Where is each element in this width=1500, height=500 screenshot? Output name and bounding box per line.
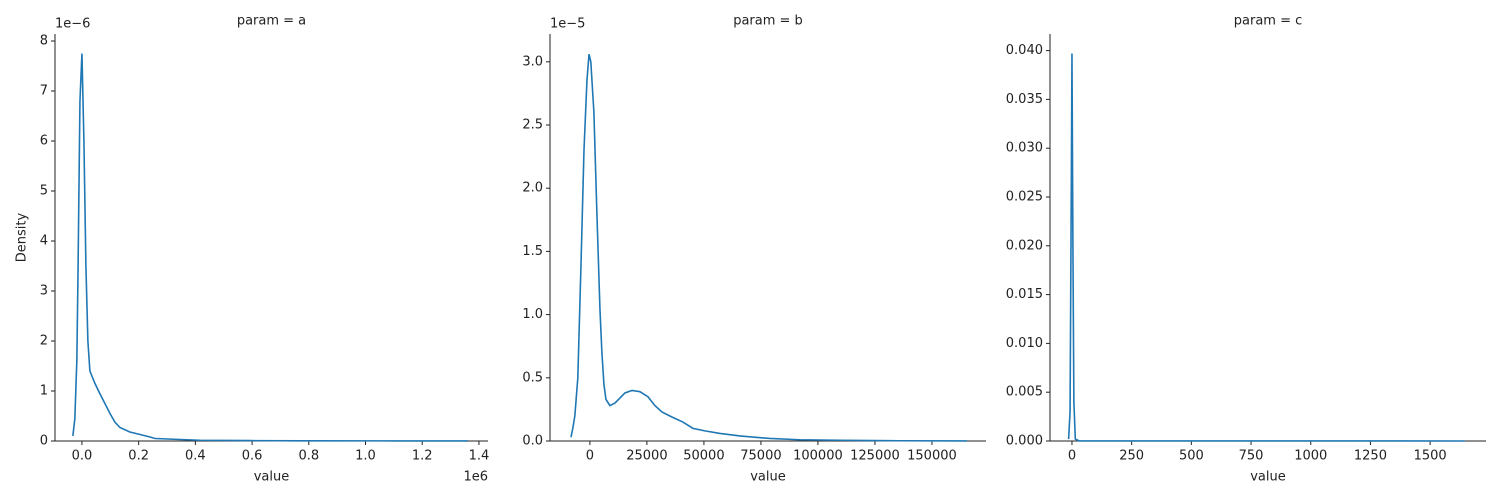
y-offset-label: 1e−6 <box>55 17 90 32</box>
y-tick-label: 0.020 <box>1006 238 1043 253</box>
density-line <box>1067 53 1465 442</box>
y-tick-label: 0.0 <box>522 434 543 449</box>
x-tick-label: 0 <box>586 449 594 464</box>
y-tick-label: 2.0 <box>522 181 543 196</box>
y-tick-label: 1.0 <box>522 307 543 322</box>
x-tick-label: 1250 <box>1354 449 1387 464</box>
y-tick-label: 0.035 <box>1006 92 1043 107</box>
y-tick-label: 0.025 <box>1006 189 1043 204</box>
x-tick-label: 50000 <box>683 449 724 464</box>
x-tick-label: 1.2 <box>412 449 433 464</box>
y-tick-label: 2.5 <box>522 118 543 133</box>
x-tick-label: 75000 <box>740 449 781 464</box>
x-tick-label: 1000 <box>1294 449 1327 464</box>
x-tick-label: 125000 <box>850 449 900 464</box>
panel-title: param = b <box>733 14 803 29</box>
y-axis-label: Density <box>15 212 30 262</box>
y-tick-label: 0.040 <box>1006 43 1043 58</box>
y-tick-label: 0.000 <box>1006 434 1043 449</box>
x-tick-label: 100000 <box>793 449 843 464</box>
y-tick-label: 1.5 <box>522 244 543 259</box>
panel-title: param = c <box>1234 14 1303 29</box>
y-tick-label: 0.010 <box>1006 336 1043 351</box>
x-tick-label: 0.2 <box>128 449 149 464</box>
y-tick-label: 5 <box>40 184 48 199</box>
panel-title: param = a <box>237 14 306 29</box>
x-tick-label: 0.8 <box>298 449 319 464</box>
y-tick-label: 4 <box>40 234 48 249</box>
y-tick-label: 0 <box>40 434 48 449</box>
density-line <box>570 54 967 442</box>
x-tick-label: 0.0 <box>72 449 93 464</box>
x-tick-label: 0 <box>1068 449 1076 464</box>
y-tick-label: 3.0 <box>522 54 543 69</box>
x-tick-label: 150000 <box>907 449 957 464</box>
y-tick-label: 1 <box>40 384 48 399</box>
y-tick-label: 0.005 <box>1006 385 1043 400</box>
x-offset-label: 1e6 <box>463 470 488 485</box>
y-tick-label: 6 <box>40 134 48 149</box>
x-tick-label: 500 <box>1179 449 1204 464</box>
x-tick-label: 250 <box>1119 449 1144 464</box>
x-tick-label: 0.6 <box>242 449 263 464</box>
x-tick-label: 25000 <box>626 449 667 464</box>
x-tick-label: 750 <box>1239 449 1264 464</box>
x-tick-label: 1.0 <box>355 449 376 464</box>
y-tick-label: 0.015 <box>1006 287 1043 302</box>
y-tick-label: 8 <box>40 34 48 49</box>
y-tick-label: 0.030 <box>1006 141 1043 156</box>
x-axis-label: value <box>1250 470 1286 485</box>
y-tick-label: 3 <box>40 284 48 299</box>
x-tick-label: 1.4 <box>469 449 490 464</box>
y-tick-label: 0.5 <box>522 370 543 385</box>
x-tick-label: 0.4 <box>185 449 206 464</box>
x-axis-label: value <box>254 470 290 485</box>
density-line <box>72 53 468 442</box>
x-tick-label: 1500 <box>1414 449 1447 464</box>
y-tick-label: 7 <box>40 84 48 99</box>
x-axis-label: value <box>750 470 786 485</box>
y-offset-label: 1e−5 <box>550 17 585 32</box>
y-tick-label: 2 <box>40 334 48 349</box>
